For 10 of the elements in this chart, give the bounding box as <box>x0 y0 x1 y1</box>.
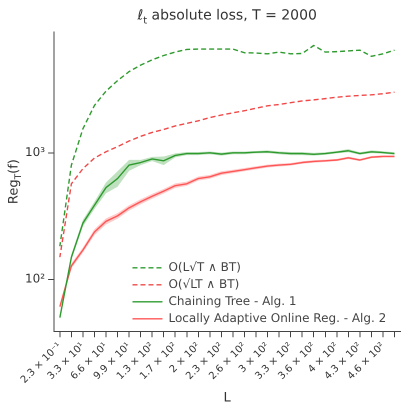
legend-label: O(L√T ∧ BT) <box>168 260 241 274</box>
y-tick-label: 10³ <box>24 144 46 159</box>
legend-label: Locally Adaptive Online Reg. - Alg. 2 <box>168 310 386 325</box>
legend-label: Chaining Tree - Alg. 1 <box>168 294 297 308</box>
line-series <box>59 92 396 258</box>
y-tick-label: 10² <box>24 272 46 286</box>
x-axis-title: L <box>224 390 232 406</box>
y-axis-title: RegT(f) <box>6 159 24 204</box>
line-series <box>59 44 396 247</box>
legend-label: O(√LT ∧ BT) <box>168 276 240 291</box>
